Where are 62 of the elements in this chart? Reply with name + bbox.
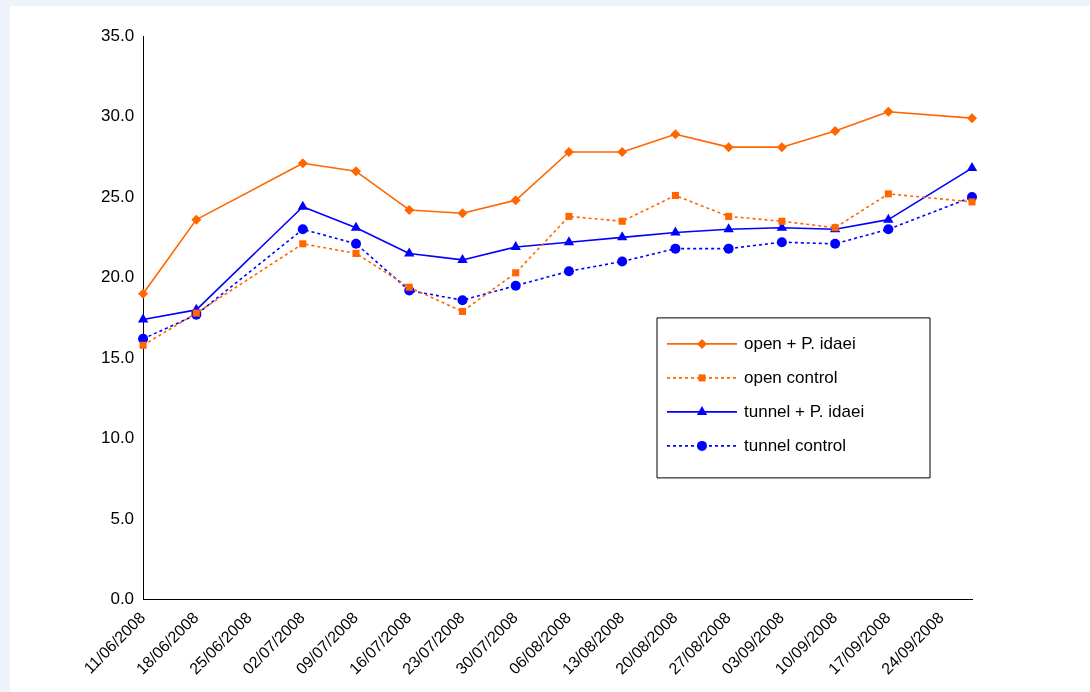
point	[830, 126, 841, 137]
point	[137, 313, 149, 323]
point	[966, 162, 978, 172]
point	[883, 213, 894, 223]
point	[510, 195, 521, 206]
y-tick-label: 35.0	[100, 25, 135, 45]
point	[670, 226, 681, 236]
point	[563, 146, 574, 157]
point	[457, 253, 468, 263]
legend-label: open control	[744, 367, 838, 387]
y-tick-label: 0.0	[110, 589, 135, 609]
point	[563, 236, 575, 246]
y-tick-label: 30.0	[100, 106, 135, 126]
point	[671, 191, 679, 200]
point	[618, 217, 626, 225]
point	[563, 266, 574, 277]
y-tick-label: 10.0	[100, 428, 135, 448]
point	[776, 142, 787, 153]
y-tick-label: 15.0	[100, 347, 135, 367]
point	[510, 280, 521, 291]
point	[297, 158, 308, 169]
y-tick-label: 20.0	[100, 267, 135, 287]
point	[883, 106, 894, 117]
point	[139, 341, 147, 349]
y-tick-label: 25.0	[100, 186, 135, 206]
point	[723, 243, 734, 254]
point	[968, 198, 976, 206]
point	[299, 240, 307, 248]
point	[723, 223, 734, 233]
point	[352, 249, 360, 257]
point	[458, 307, 467, 315]
point	[884, 190, 892, 198]
point	[617, 256, 628, 267]
point	[191, 214, 202, 225]
point	[404, 204, 415, 215]
point	[967, 113, 977, 124]
point	[670, 129, 681, 140]
point	[778, 217, 786, 225]
point	[297, 224, 308, 235]
y-tick-label: 5.0	[110, 508, 135, 528]
point	[617, 146, 628, 157]
point	[510, 241, 521, 251]
point	[616, 231, 628, 241]
point	[351, 166, 362, 177]
point	[565, 212, 573, 220]
legend-label: tunnel control	[744, 435, 847, 455]
point	[883, 224, 894, 235]
point	[405, 283, 413, 291]
point	[457, 295, 468, 306]
point	[723, 142, 734, 153]
point	[350, 221, 362, 231]
point	[138, 288, 149, 299]
point	[670, 243, 681, 254]
point	[512, 269, 520, 277]
point	[297, 200, 308, 210]
point	[457, 208, 468, 219]
point	[725, 212, 733, 220]
point	[351, 238, 362, 249]
point	[776, 237, 787, 248]
point	[830, 238, 841, 249]
legend-label: tunnel + P. idaei	[744, 401, 865, 421]
legend-label: open + P. idaei	[744, 333, 856, 353]
